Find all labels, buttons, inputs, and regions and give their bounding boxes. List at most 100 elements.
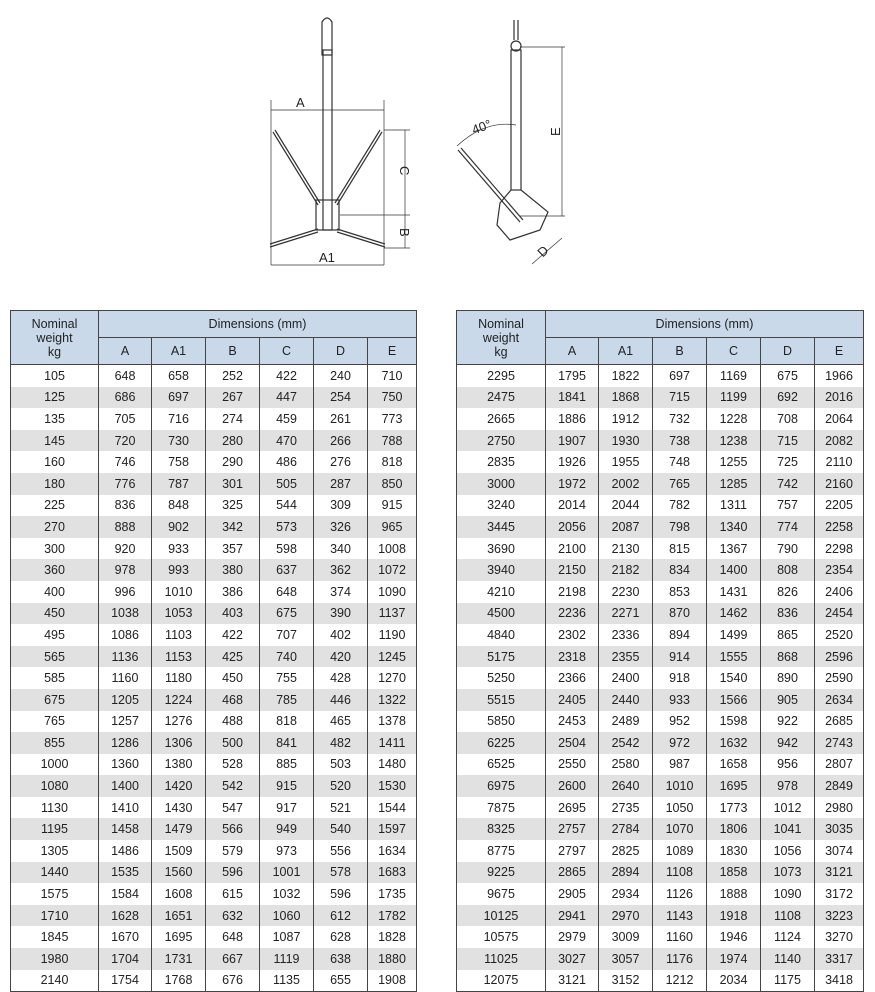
dimension-cell: 1340	[706, 516, 761, 538]
dimension-cell: 658	[151, 364, 206, 387]
dimension-cell: 2014	[545, 494, 599, 517]
dimension-cell: 1880	[366, 948, 418, 970]
header-weight-line-1: Nominal	[31, 316, 78, 331]
dimension-cell: 3035	[813, 818, 865, 841]
dimension-cell: 826	[760, 580, 815, 603]
dimension-cell: 1886	[545, 408, 599, 430]
dimension-cell: 918	[652, 667, 707, 689]
dimension-cell: 868	[760, 645, 815, 668]
dimension-cell: 638	[313, 948, 368, 970]
dimension-cell: 790	[760, 537, 815, 560]
weight-cell: 1845	[10, 926, 99, 949]
dimension-cell: 1205	[98, 688, 152, 711]
label-angle: 40°	[470, 116, 494, 137]
table-row: 1980 1704 1731 667 1119 638 1880	[10, 948, 418, 970]
dimension-cell: 566	[205, 818, 260, 841]
dimension-cell: 1053	[151, 602, 206, 625]
dimension-cell: 2087	[598, 516, 653, 538]
dimension-cell: 1509	[151, 840, 206, 862]
table-row: 135 705 716 274 459 261 773	[10, 408, 418, 430]
dimension-cell: 1972	[545, 472, 599, 495]
dimension-cell: 1400	[98, 775, 152, 797]
table-row: 1195 1458 1479 566 949 540 1597	[10, 818, 418, 841]
dimension-cell: 252	[205, 364, 260, 387]
dimension-cell: 848	[151, 494, 206, 517]
dimension-cell: 707	[259, 624, 314, 646]
dimension-cell: 2807	[813, 753, 865, 776]
dimension-cell: 2366	[545, 667, 599, 689]
dimension-cell: 2400	[598, 667, 653, 689]
dimension-cell: 2056	[545, 516, 599, 538]
header-column: A	[98, 337, 152, 365]
dimension-cell: 746	[98, 451, 152, 473]
weight-cell: 495	[10, 624, 99, 646]
table-row: 105 648 658 252 422 240 710	[10, 364, 418, 387]
weight-cell: 585	[10, 667, 99, 689]
dimension-cell: 834	[652, 559, 707, 581]
weight-cell: 1305	[10, 840, 99, 862]
dimension-cell: 2100	[545, 537, 599, 560]
dimension-cell: 1888	[706, 883, 761, 905]
dimension-cell: 993	[151, 559, 206, 581]
dimension-cell: 738	[652, 429, 707, 452]
dimension-cell: 596	[205, 861, 260, 884]
dimension-cell: 952	[652, 710, 707, 733]
dimension-cell: 425	[205, 645, 260, 668]
dimension-cell: 2258	[813, 516, 865, 538]
dimension-cell: 1169	[706, 364, 761, 387]
weight-cell: 1980	[10, 948, 99, 970]
table-row: 3445 2056 2087 798 1340 774 2258	[456, 516, 865, 538]
dimension-cell: 1137	[366, 602, 418, 625]
table-row: 4500 2236 2271 870 1462 836 2454	[456, 602, 865, 625]
dimension-cell: 1907	[545, 429, 599, 452]
dimension-cell: 1160	[98, 667, 152, 689]
dimension-cell: 1270	[366, 667, 418, 689]
weight-cell: 5850	[456, 710, 546, 733]
dimension-cell: 716	[151, 408, 206, 430]
dimension-cell: 1086	[98, 624, 152, 646]
dimension-cell: 788	[366, 429, 418, 452]
dimension-cell: 2743	[813, 732, 865, 754]
dimension-cell: 500	[205, 732, 260, 754]
dimension-cell: 1153	[151, 645, 206, 668]
dimension-cell: 447	[259, 386, 314, 409]
table-row: 125 686 697 267 447 254 750	[10, 386, 418, 409]
weight-cell: 765	[10, 710, 99, 733]
table-row: 565 1136 1153 425 740 420 1245	[10, 645, 418, 668]
dimension-cell: 1212	[652, 969, 707, 992]
dimension-cell: 1544	[366, 796, 418, 819]
dimension-cell: 3121	[545, 969, 599, 992]
header-nominal-weight: Nominal weight kg	[10, 310, 99, 365]
dimension-cell: 705	[98, 408, 152, 430]
dimension-cell: 2064	[813, 408, 865, 430]
dimension-cell: 973	[259, 840, 314, 862]
table-row: 1845 1670 1695 648 1087 628 1828	[10, 926, 418, 949]
dimension-cell: 450	[205, 667, 260, 689]
dimension-cell: 342	[205, 516, 260, 538]
weight-cell: 125	[10, 386, 99, 409]
anchor-front-view	[269, 17, 410, 266]
dimension-cell: 1670	[98, 926, 152, 949]
header-weight-unit: kg	[494, 344, 508, 359]
dimension-cell: 2894	[598, 861, 653, 884]
dimension-cell: 276	[313, 451, 368, 473]
dimension-cell: 1108	[652, 861, 707, 884]
weight-cell: 300	[10, 537, 99, 560]
table-row: 225 836 848 325 544 309 915	[10, 494, 418, 517]
dimension-cell: 1126	[652, 883, 707, 905]
dimension-cell: 2044	[598, 494, 653, 517]
table-row: 180 776 787 301 505 287 850	[10, 472, 418, 495]
dimension-cell: 667	[205, 948, 260, 970]
dimension-cell: 3172	[813, 883, 865, 905]
dimension-cell: 2454	[813, 602, 865, 625]
header-column: B	[652, 337, 707, 365]
dimension-cell: 1597	[366, 818, 418, 841]
dimension-cell: 1828	[366, 926, 418, 949]
dimension-cell: 1190	[366, 624, 418, 646]
dimension-cell: 915	[366, 494, 418, 517]
header-column: A1	[598, 337, 653, 365]
table-row: 9225 2865 2894 1108 1858 1073 3121	[456, 861, 865, 884]
dimension-cell: 402	[313, 624, 368, 646]
dimension-cell: 615	[205, 883, 260, 905]
table-row: 4840 2302 2336 894 1499 865 2520	[456, 624, 865, 646]
